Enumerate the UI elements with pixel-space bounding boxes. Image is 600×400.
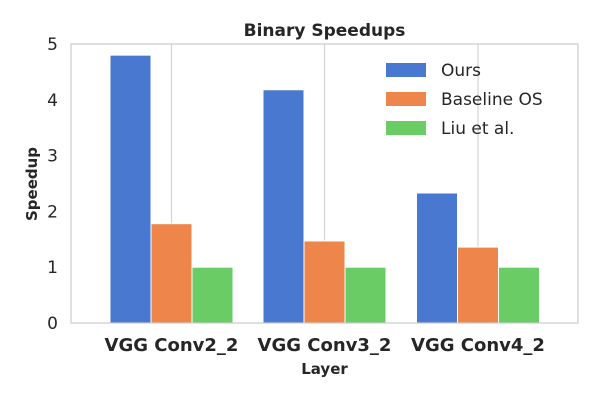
x-axis-label: Layer bbox=[301, 360, 348, 378]
legend-label: Baseline OS bbox=[441, 90, 543, 110]
plot-frame bbox=[70, 43, 579, 324]
bar-baseline-os-3 bbox=[457, 246, 499, 324]
legend-label: Ours bbox=[441, 61, 481, 81]
x-tick-label: VGG Conv3_2 bbox=[258, 335, 392, 356]
y-tick-label: 5 bbox=[47, 35, 58, 55]
bar-baseline-os-2 bbox=[303, 240, 346, 324]
legend-swatch bbox=[386, 92, 426, 106]
bar-ours-1 bbox=[109, 54, 152, 324]
x-tick-label: VGG Conv4_2 bbox=[411, 335, 545, 356]
legend: Ours Baseline OS Liu et al. bbox=[386, 61, 543, 139]
chart-title: Binary Speedups bbox=[244, 21, 406, 41]
x-tick-label: VGG Conv2_2 bbox=[105, 335, 239, 356]
y-tick-label: 2 bbox=[47, 202, 58, 222]
y-tick-label: 4 bbox=[47, 91, 58, 111]
bar-liu-et-al-3 bbox=[498, 266, 540, 324]
bar-baseline-os-1 bbox=[150, 223, 193, 324]
y-axis-label: Speedup bbox=[23, 147, 41, 221]
bars bbox=[109, 54, 540, 324]
bar-liu-et-al-1 bbox=[191, 266, 234, 324]
y-tick-label: 0 bbox=[47, 314, 58, 334]
bar-ours-3 bbox=[416, 192, 458, 324]
y-tick-label: 1 bbox=[47, 258, 58, 278]
bar-liu-et-al-2 bbox=[344, 266, 387, 324]
legend-swatch bbox=[386, 63, 426, 77]
bar-ours-2 bbox=[262, 89, 305, 324]
x-tick-labels: VGG Conv2_2 VGG Conv3_2 VGG Conv4_2 bbox=[105, 335, 545, 356]
y-tick-labels: 0 1 2 3 4 5 bbox=[47, 35, 58, 334]
legend-label: Liu et al. bbox=[441, 119, 514, 139]
legend-swatch bbox=[386, 121, 426, 135]
y-tick-label: 3 bbox=[47, 147, 58, 167]
